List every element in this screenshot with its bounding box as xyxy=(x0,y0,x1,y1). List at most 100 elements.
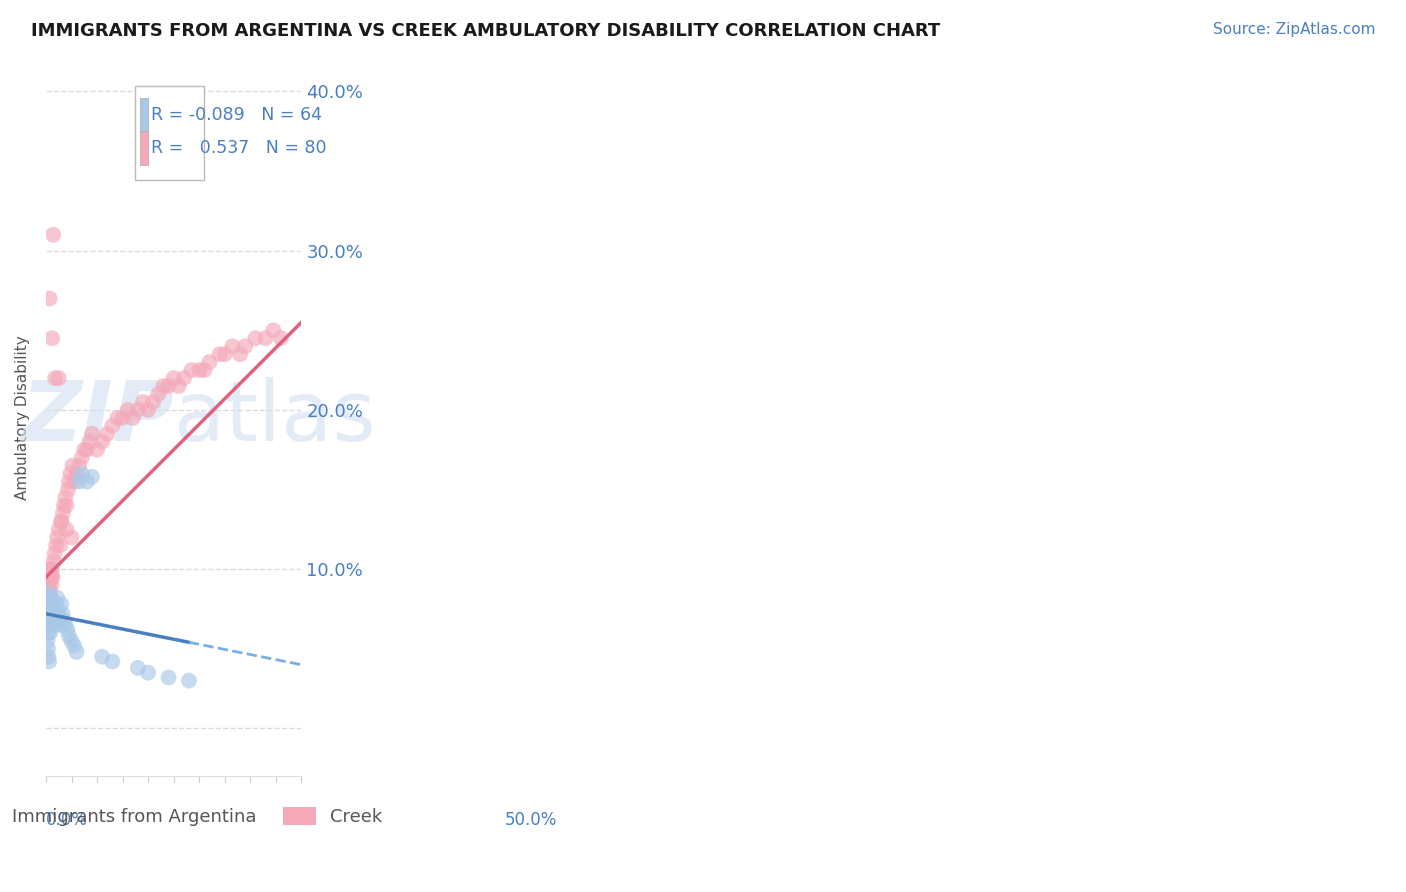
Point xyxy=(38,582,60,596)
Point xyxy=(233,339,256,353)
Point xyxy=(79,434,101,449)
Point xyxy=(76,442,98,457)
Point xyxy=(56,483,79,497)
Point xyxy=(177,673,200,688)
Point xyxy=(59,467,82,481)
Point xyxy=(52,613,75,627)
Point xyxy=(37,618,59,632)
Point xyxy=(55,491,77,505)
FancyBboxPatch shape xyxy=(141,130,148,165)
Point xyxy=(55,618,77,632)
Point xyxy=(188,363,211,377)
Point xyxy=(38,610,60,624)
Point xyxy=(44,618,66,632)
Point xyxy=(96,426,118,441)
Text: 50.0%: 50.0% xyxy=(505,811,557,829)
Point xyxy=(38,594,60,608)
Point xyxy=(73,442,96,457)
Point xyxy=(42,613,65,627)
Point xyxy=(38,586,60,600)
Point xyxy=(221,339,243,353)
Point xyxy=(63,475,86,489)
Point xyxy=(38,292,60,306)
Point xyxy=(35,602,58,616)
Point xyxy=(48,610,70,624)
Point xyxy=(67,458,90,473)
Point xyxy=(39,594,62,608)
Point xyxy=(37,613,59,627)
Point xyxy=(51,597,73,611)
Point xyxy=(80,426,103,441)
Point xyxy=(60,633,83,648)
Point xyxy=(136,665,159,680)
Legend: Immigrants from Argentina, Creek: Immigrants from Argentina, Creek xyxy=(0,797,391,835)
Point xyxy=(37,586,59,600)
Text: Source: ZipAtlas.com: Source: ZipAtlas.com xyxy=(1212,22,1375,37)
Point xyxy=(41,618,63,632)
Point xyxy=(45,538,67,552)
Point xyxy=(38,618,60,632)
Point xyxy=(38,613,60,627)
Text: R =   0.537   N = 80: R = 0.537 N = 80 xyxy=(150,139,326,157)
Point xyxy=(55,522,77,536)
Point xyxy=(148,387,170,401)
Point xyxy=(37,641,59,656)
Point xyxy=(44,602,66,616)
Point xyxy=(157,379,180,393)
Point xyxy=(39,613,62,627)
Point xyxy=(49,538,72,552)
Point xyxy=(198,355,221,369)
Point xyxy=(41,602,63,616)
Point xyxy=(65,467,87,481)
Point xyxy=(180,363,202,377)
Point xyxy=(37,570,59,584)
Point xyxy=(38,574,60,589)
Point xyxy=(70,450,93,465)
Point xyxy=(127,661,149,675)
Point xyxy=(42,594,65,608)
FancyBboxPatch shape xyxy=(141,97,148,132)
Point xyxy=(67,475,90,489)
Point xyxy=(58,475,80,489)
Point xyxy=(254,331,277,345)
Point xyxy=(142,395,165,409)
Point xyxy=(60,530,83,544)
Point xyxy=(270,331,292,345)
Point xyxy=(37,594,59,608)
Point xyxy=(35,618,58,632)
Point xyxy=(37,594,59,608)
Point xyxy=(91,434,114,449)
Point xyxy=(37,591,59,605)
Point xyxy=(48,522,70,536)
Point xyxy=(41,597,63,611)
Point xyxy=(70,467,93,481)
Point xyxy=(55,499,77,513)
Point xyxy=(37,562,59,576)
Point xyxy=(208,347,231,361)
Text: R = -0.089   N = 64: R = -0.089 N = 64 xyxy=(150,106,322,124)
Point xyxy=(41,607,63,621)
Point xyxy=(56,623,79,637)
Point xyxy=(37,607,59,621)
Point xyxy=(214,347,236,361)
Point xyxy=(51,515,73,529)
Point xyxy=(41,562,63,576)
Point xyxy=(107,410,129,425)
Point xyxy=(37,633,59,648)
Point xyxy=(38,602,60,616)
Point xyxy=(58,629,80,643)
Point xyxy=(62,458,84,473)
Point xyxy=(86,442,108,457)
Point xyxy=(38,578,60,592)
Point xyxy=(111,410,134,425)
Point xyxy=(63,639,86,653)
Point xyxy=(245,331,267,345)
Point xyxy=(41,610,63,624)
Point xyxy=(38,570,60,584)
Point xyxy=(121,410,143,425)
Text: ZIP: ZIP xyxy=(21,377,174,458)
Point xyxy=(52,499,75,513)
Point xyxy=(152,379,174,393)
Point xyxy=(229,347,252,361)
Point xyxy=(101,655,124,669)
